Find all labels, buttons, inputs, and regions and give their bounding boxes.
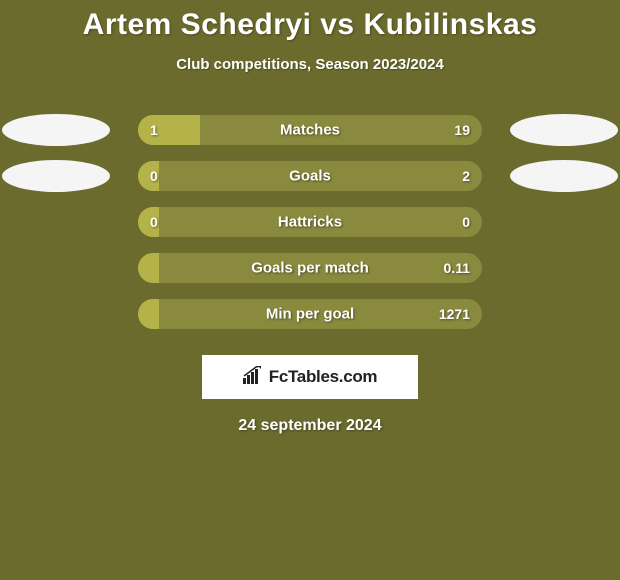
metric-bar: Min per goal1271	[138, 299, 482, 329]
player-right-avatar	[510, 160, 618, 192]
metric-row: 1Matches19	[0, 107, 620, 153]
metric-label: Goals	[138, 168, 482, 185]
metric-label: Matches	[138, 122, 482, 139]
metric-label: Min per goal	[138, 306, 482, 323]
player-left-avatar	[2, 114, 110, 146]
brand-logo[interactable]: FcTables.com	[202, 355, 418, 399]
metric-right-value: 19	[454, 122, 470, 138]
metric-right-value: 2	[462, 168, 470, 184]
metric-row: Goals per match0.11	[0, 245, 620, 291]
metric-right-value: 0.11	[444, 260, 470, 276]
metric-right-value: 0	[462, 214, 470, 230]
page-subtitle: Club competitions, Season 2023/2024	[0, 56, 620, 73]
metric-bar: 1Matches19	[138, 115, 482, 145]
player-right-avatar	[510, 114, 618, 146]
metric-row: Min per goal1271	[0, 291, 620, 337]
comparison-rows: 1Matches190Goals20Hattricks0Goals per ma…	[0, 107, 620, 337]
metric-label: Goals per match	[138, 260, 482, 277]
page-title: Artem Schedryi vs Kubilinskas	[0, 0, 620, 42]
chart-icon	[243, 366, 265, 389]
brand-logo-text: FcTables.com	[269, 367, 378, 387]
metric-bar: 0Goals2	[138, 161, 482, 191]
metric-row: 0Hattricks0	[0, 199, 620, 245]
player-left-avatar	[2, 160, 110, 192]
metric-bar: 0Hattricks0	[138, 207, 482, 237]
metric-label: Hattricks	[138, 214, 482, 231]
metric-bar: Goals per match0.11	[138, 253, 482, 283]
metric-right-value: 1271	[439, 306, 470, 322]
date-stamp: 24 september 2024	[0, 417, 620, 435]
metric-row: 0Goals2	[0, 153, 620, 199]
